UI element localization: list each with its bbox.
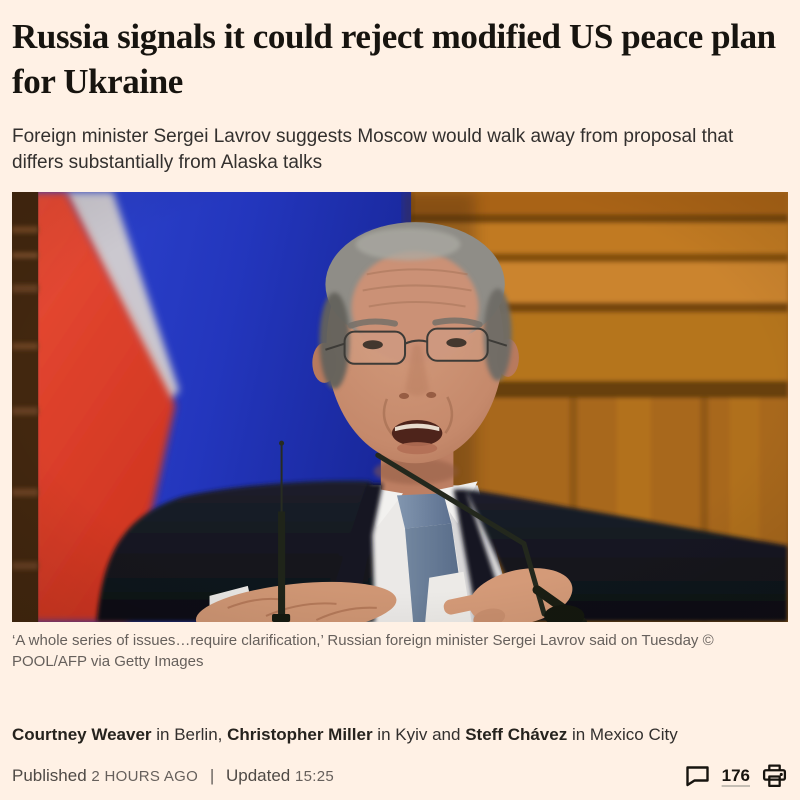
article-image xyxy=(12,192,788,622)
author-location: in Mexico City xyxy=(567,725,678,744)
updated-label: Updated xyxy=(225,766,291,785)
byline: Courtney Weaver in Berlin, Christopher M… xyxy=(12,724,788,745)
print-icon[interactable] xyxy=(761,763,788,789)
comments-icon[interactable] xyxy=(684,764,711,788)
dateline-row: Published 2 HOURS AGO | Updated 15:25 17… xyxy=(12,763,788,789)
image-caption: ‘A whole series of issues…require clarif… xyxy=(12,632,714,670)
comments-count[interactable]: 176 xyxy=(721,766,750,785)
press-conference-photo xyxy=(12,192,788,622)
headline: Russia signals it could reject modified … xyxy=(12,17,776,101)
author-location: in Berlin, xyxy=(151,725,228,744)
dateline: Published 2 HOURS AGO | Updated 15:25 xyxy=(12,766,334,786)
article-actions: 176 xyxy=(684,763,788,789)
dateline-separator: | xyxy=(209,766,215,785)
updated-value: 15:25 xyxy=(294,768,335,785)
author-link[interactable]: Courtney Weaver xyxy=(12,725,152,744)
published-value: 2 HOURS AGO xyxy=(91,768,199,785)
author-location: in Kyiv and xyxy=(372,725,466,744)
author-link[interactable]: Steff Chávez xyxy=(465,725,568,744)
article-figure: ‘A whole series of issues…require clarif… xyxy=(12,192,788,672)
published-label: Published xyxy=(12,766,87,785)
standfirst: Foreign minister Sergei Lavrov suggests … xyxy=(12,126,734,173)
author-link[interactable]: Christopher Miller xyxy=(227,725,373,744)
